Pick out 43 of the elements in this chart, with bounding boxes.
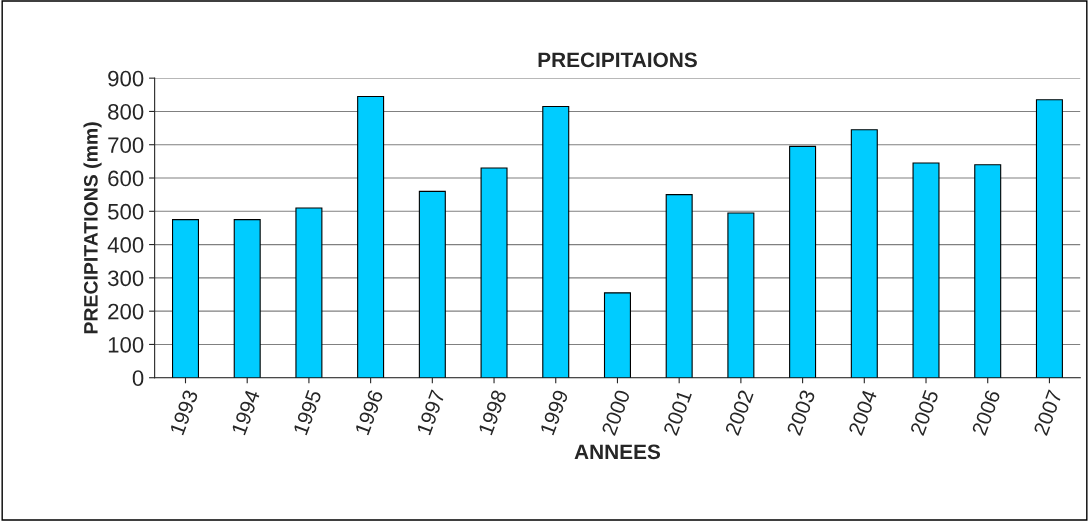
bar [233,219,261,378]
x-tick-label: 2002 [724,389,754,436]
x-axis-title: ANNEES [574,444,661,460]
bar [727,212,755,378]
x-tick-label: 2007 [1033,389,1063,436]
x-tick-label: 1995 [292,389,322,436]
y-tick-label: 600 [108,170,144,187]
y-tick-label: 700 [108,137,144,153]
x-tick-label: 2006 [971,389,1001,436]
y-tick-label: 0 [132,370,144,386]
bar [171,219,200,378]
bar [974,164,1002,378]
y-tick-label: 200 [108,303,144,320]
x-tick-label: 1994 [231,388,261,436]
y-tick-label: 300 [108,270,144,287]
bar [912,162,940,378]
bar [603,292,631,378]
x-tick-label: 2005 [909,389,939,436]
y-axis-title: PRECIPITATIONS (mm) [83,122,102,334]
bar [850,129,878,378]
x-tick-label: 2003 [786,389,816,436]
bar [542,105,570,378]
bar [665,194,693,378]
x-tick-label: 2000 [601,389,631,436]
x-tick-label: 2004 [848,388,878,436]
bar [357,95,385,378]
chart-title: PRECIPITAIONS [538,52,697,68]
x-tick-label: 1999 [539,389,569,436]
y-tick-label: 800 [108,103,144,120]
bar [1035,99,1063,378]
x-tick-label: 2001 [663,389,693,436]
bar [789,145,817,378]
y-tick-label: 400 [107,237,144,253]
y-tick-label: 900 [108,70,144,87]
x-tick-label: 1997 [416,389,446,436]
x-tick-label: 1998 [478,389,507,436]
bar [480,167,508,378]
y-tick-label: 100 [108,336,144,353]
x-tick-label: 1993 [169,389,199,436]
bar [418,190,446,378]
y-tick-label: 500 [108,203,144,220]
x-tick-label: 1996 [354,389,384,436]
bar [295,207,323,378]
